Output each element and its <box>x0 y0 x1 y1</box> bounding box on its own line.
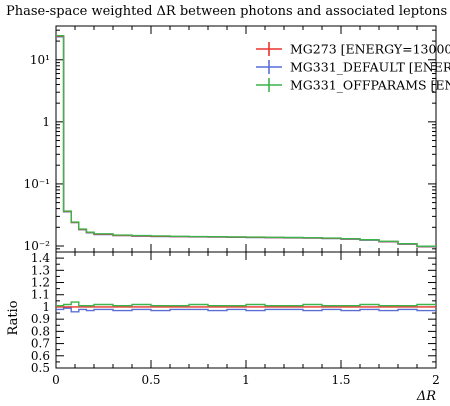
legend-label: MG331_OFFPARAMS [ENERGY=13000] <box>290 78 450 93</box>
y-tick-label: 10⁻² <box>24 239 51 253</box>
ratio-panel: 0.50.60.70.80.911.11.21.31.4 0 0.5 1 1.5 2 <box>31 251 440 387</box>
ratio-y-tick-label: 0.7 <box>31 337 50 351</box>
main-series-group <box>56 35 436 248</box>
legend: MG273 [ENERGY=13000] MG331_DEFAULT [ENERG… <box>256 42 450 93</box>
series-2-histogram <box>56 35 436 247</box>
y-tick-label: 10⁻¹ <box>24 177 50 191</box>
x-tick-label: 1.5 <box>331 373 350 387</box>
ratio-series-group <box>56 301 436 313</box>
chart-title: Phase-space weighted ΔR between photons … <box>6 4 447 19</box>
ratio-y-tick-label: 0.5 <box>31 361 50 375</box>
legend-label: MG273 [ENERGY=13000] <box>290 42 450 57</box>
series-1-ratio <box>56 307 436 313</box>
legend-entry: MG331_OFFPARAMS [ENERGY=13000] <box>256 78 450 93</box>
x-tick-label: 2 <box>432 373 440 387</box>
ratio-x-axis: 0 0.5 1 1.5 2 <box>52 252 440 387</box>
legend-entry: MG273 [ENERGY=13000] <box>256 42 450 57</box>
ratio-y-tick-label: 0.9 <box>31 312 50 326</box>
x-axis-label: ΔR <box>416 389 436 404</box>
ratio-y-tick-label: 1.3 <box>31 263 50 277</box>
ratio-y-axis: 0.50.60.70.80.911.11.21.31.4 <box>31 251 436 375</box>
ratio-y-tick-label: 1.1 <box>31 288 50 302</box>
ratio-y-tick-label: 1.2 <box>31 276 50 290</box>
series-2-ratio <box>56 301 436 307</box>
x-tick-label: 1 <box>242 373 250 387</box>
main-x-axis <box>55 26 437 252</box>
ratio-y-tick-label: 1.4 <box>31 251 50 265</box>
ratio-y-tick-label: 0.6 <box>31 349 50 363</box>
x-tick-label: 0.5 <box>141 373 160 387</box>
legend-entry: MG331_DEFAULT [ENERGY=13000] <box>256 60 450 75</box>
legend-label: MG331_DEFAULT [ENERGY=13000] <box>290 60 450 75</box>
x-tick-label: 0 <box>52 373 60 387</box>
y-tick-label: 10¹ <box>30 53 50 67</box>
ratio-y-tick-label: 0.8 <box>31 324 50 338</box>
y-tick-label: 1 <box>42 115 50 129</box>
ratio-y-tick-label: 1 <box>42 300 50 314</box>
main-y-axis: 10¹ 1 10⁻¹ 10⁻² <box>24 29 436 253</box>
ratio-y-axis-label: Ratio <box>6 300 21 335</box>
